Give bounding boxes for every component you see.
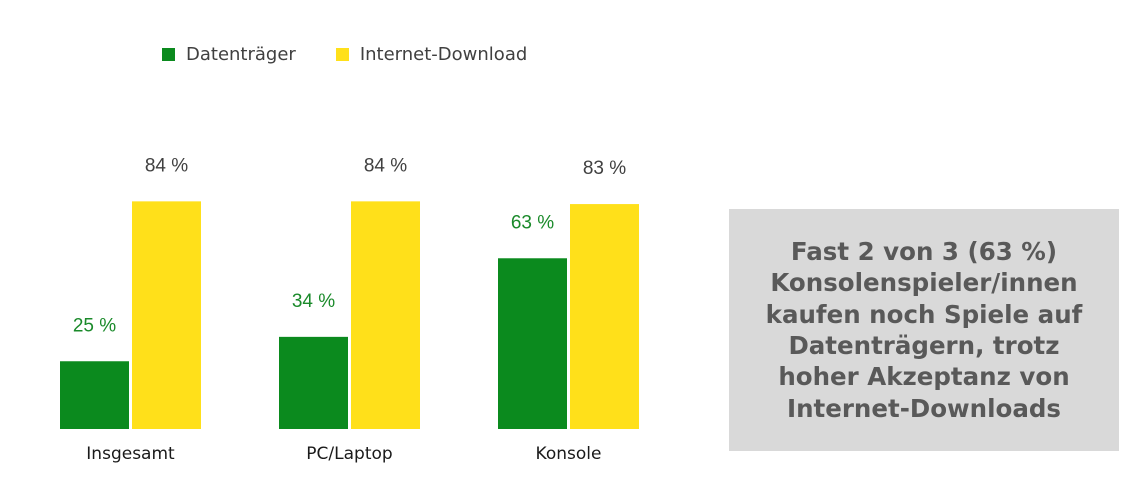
legend-label-internet-download: Internet-Download xyxy=(359,44,528,65)
data-label-konsole-internet-download: 83 % xyxy=(583,158,626,179)
bar-pc-laptop-internet-download xyxy=(351,201,420,429)
bar-pc-laptop-datentr-ger xyxy=(279,336,348,429)
bar-konsole-datentr-ger xyxy=(498,258,567,429)
bar-insgesamt-internet-download xyxy=(132,201,201,429)
data-label-konsole-datentr-ger: 63 % xyxy=(511,212,554,233)
legend-swatch-datentraeger xyxy=(162,48,175,61)
x-tick-label-pc-laptop: PC/Laptop xyxy=(306,444,392,464)
legend-item-internet-download: Internet-Download xyxy=(335,44,528,65)
data-label-insgesamt-datentr-ger: 25 % xyxy=(73,315,116,336)
callout-line-4: Datenträgern, trotz xyxy=(788,331,1060,360)
data-label-pc-laptop-internet-download: 84 % xyxy=(364,155,407,176)
bar-insgesamt-datentr-ger xyxy=(60,361,129,429)
bar-konsole-internet-download xyxy=(570,204,639,429)
callout-line-2: Konsolenspieler/innen xyxy=(770,268,1078,298)
bar-chart: 25 % 84 % Insgesamt 34 % 84 % PC/Laptop 63 % 83… xyxy=(60,155,639,464)
callout-line-1: Fast 2 von 3 (63 %) xyxy=(790,236,1058,266)
callout-line-6: Internet-Downloads xyxy=(786,393,1062,423)
callout-line-5: hoher Akzeptanz von xyxy=(778,362,1070,392)
x-tick-label-konsole: Konsole xyxy=(536,444,602,464)
x-tick-label-insgesamt: Insgesamt xyxy=(86,444,175,464)
data-label-pc-laptop-datentr-ger: 34 % xyxy=(292,291,335,312)
legend-item-datentraeger: Datenträger xyxy=(162,44,296,65)
callout-line-3: kaufen noch Spiele auf xyxy=(765,299,1083,329)
chart-legend: Datenträger Internet-Download xyxy=(162,44,567,65)
callout-box: Fast 2 von 3 (63 %) Konsolenspieler/inne… xyxy=(729,209,1119,451)
callout-text: Fast 2 von 3 (63 %) Konsolenspieler/inne… xyxy=(766,236,1083,424)
legend-label-datentraeger: Datenträger xyxy=(186,44,296,65)
legend-swatch-internet-download xyxy=(335,48,349,61)
data-label-insgesamt-internet-download: 84 % xyxy=(145,155,188,176)
